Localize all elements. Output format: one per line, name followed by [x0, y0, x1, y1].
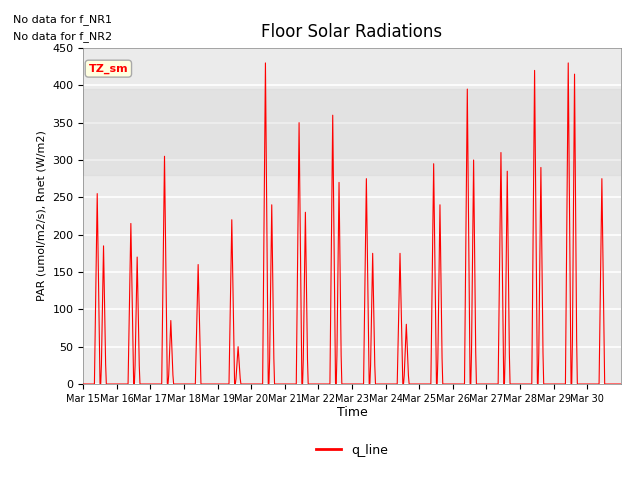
Text: No data for f_NR2: No data for f_NR2 [13, 31, 112, 42]
Text: No data for f_NR1: No data for f_NR1 [13, 14, 112, 25]
Text: TZ_sm: TZ_sm [88, 63, 128, 74]
X-axis label: Time: Time [337, 407, 367, 420]
Title: Floor Solar Radiations: Floor Solar Radiations [261, 23, 443, 41]
Y-axis label: PAR (umol/m2/s), Rnet (W/m2): PAR (umol/m2/s), Rnet (W/m2) [36, 131, 47, 301]
Legend: q_line: q_line [311, 439, 393, 462]
Bar [83, 89, 621, 175]
